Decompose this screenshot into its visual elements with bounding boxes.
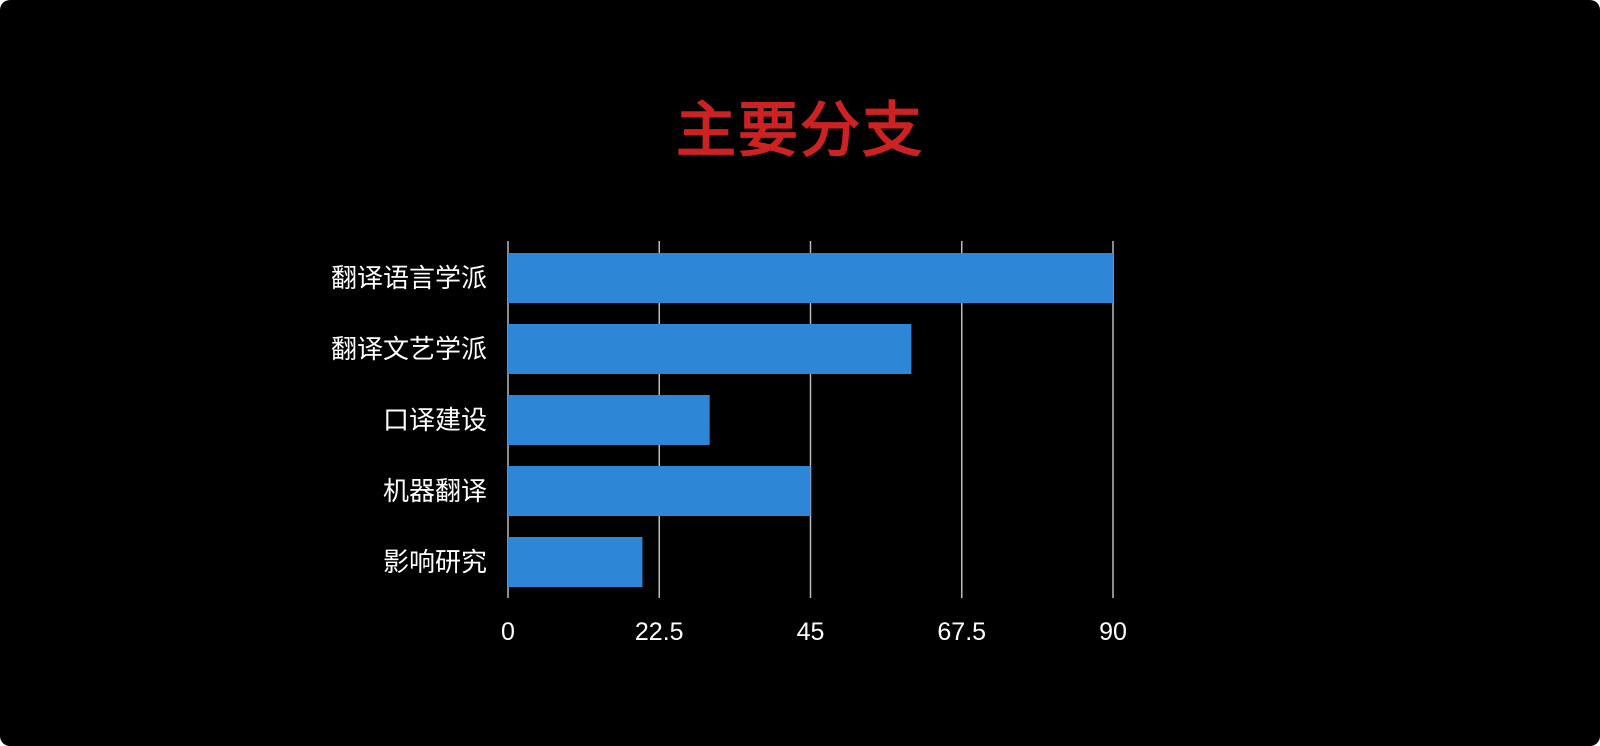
category-label: 口译建设 <box>383 406 487 436</box>
category-label: 翻译文艺学派 <box>331 335 487 365</box>
chart-title: 主要分支 <box>676 96 924 166</box>
x-tick-label: 22.5 <box>635 618 684 646</box>
category-label: 机器翻译 <box>383 477 487 507</box>
x-tick-label: 0 <box>501 618 515 646</box>
bar <box>508 324 912 374</box>
bar <box>508 466 811 516</box>
category-label: 影响研究 <box>383 548 487 578</box>
x-tick-label: 45 <box>797 618 825 646</box>
category-label: 翻译语言学派 <box>331 264 487 294</box>
x-tick-label: 90 <box>1099 618 1127 646</box>
bar <box>508 395 710 445</box>
bar <box>508 253 1113 303</box>
bar <box>508 537 643 587</box>
x-tick-label: 67.5 <box>937 618 986 646</box>
